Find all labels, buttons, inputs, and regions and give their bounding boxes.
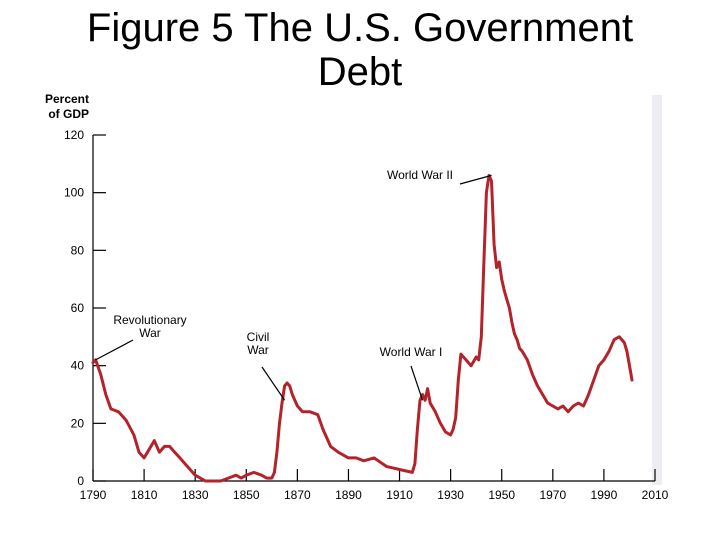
annotation: World War II: [387, 168, 492, 185]
chart-plot-area: [91, 173, 634, 483]
annotation-label: World War II: [387, 168, 453, 182]
y-tick-label: 0: [77, 474, 84, 488]
x-tick-label: 2010: [642, 488, 669, 502]
y-tick-label: 20: [71, 416, 85, 430]
right-edge-strip: [652, 95, 662, 485]
chart-title: Figure 5 The U.S. Government Debt: [0, 6, 720, 94]
chart-ticks: 0 20 40 60 80 100 120 1790 1810 1830 1850 1870 1890 1…: [64, 128, 669, 502]
y-tick-label: 120: [64, 128, 84, 142]
x-tick-label: 1830: [182, 488, 209, 502]
x-tick-label: 1790: [80, 488, 107, 502]
y-tick-label: 40: [71, 359, 85, 373]
y-tick-label: 100: [64, 186, 84, 200]
annotation-label: War: [247, 343, 269, 357]
debt-series-line: [91, 173, 634, 483]
x-tick-label: 1910: [386, 488, 413, 502]
annotation-leader-line: [459, 174, 492, 185]
x-tick-label: 1870: [284, 488, 311, 502]
annotation-label: Revolutionary: [113, 313, 186, 327]
annotation-leader-line: [261, 366, 286, 401]
x-tick-label: 1810: [131, 488, 158, 502]
annotation-leader-line: [95, 339, 134, 361]
chart-axes: [92, 135, 655, 482]
x-tick-label: 1930: [437, 488, 464, 502]
x-tick-label: 1850: [233, 488, 260, 502]
annotation: World War I: [380, 345, 443, 401]
annotation-label: War: [139, 326, 161, 340]
y-axis-label-line-2: of GDP: [48, 107, 89, 121]
chart-title-line-1: Figure 5 The U.S. Government: [86, 6, 634, 50]
x-tick-label: 1890: [335, 488, 362, 502]
ylabel-backdrop: [36, 80, 100, 128]
y-axis-label-line-1: Percent: [45, 92, 89, 106]
x-tick-label: 1970: [539, 488, 566, 502]
x-tick-label: 1950: [488, 488, 515, 502]
y-tick-label: 60: [71, 301, 85, 315]
x-tick-label: 1990: [591, 488, 618, 502]
y-tick-label: 80: [71, 243, 85, 257]
annotation-label: Civil: [247, 330, 270, 344]
chart-title-line-2: Debt: [317, 50, 403, 94]
annotation-label: World War I: [380, 345, 443, 359]
annotation-leader-line: [410, 365, 424, 401]
